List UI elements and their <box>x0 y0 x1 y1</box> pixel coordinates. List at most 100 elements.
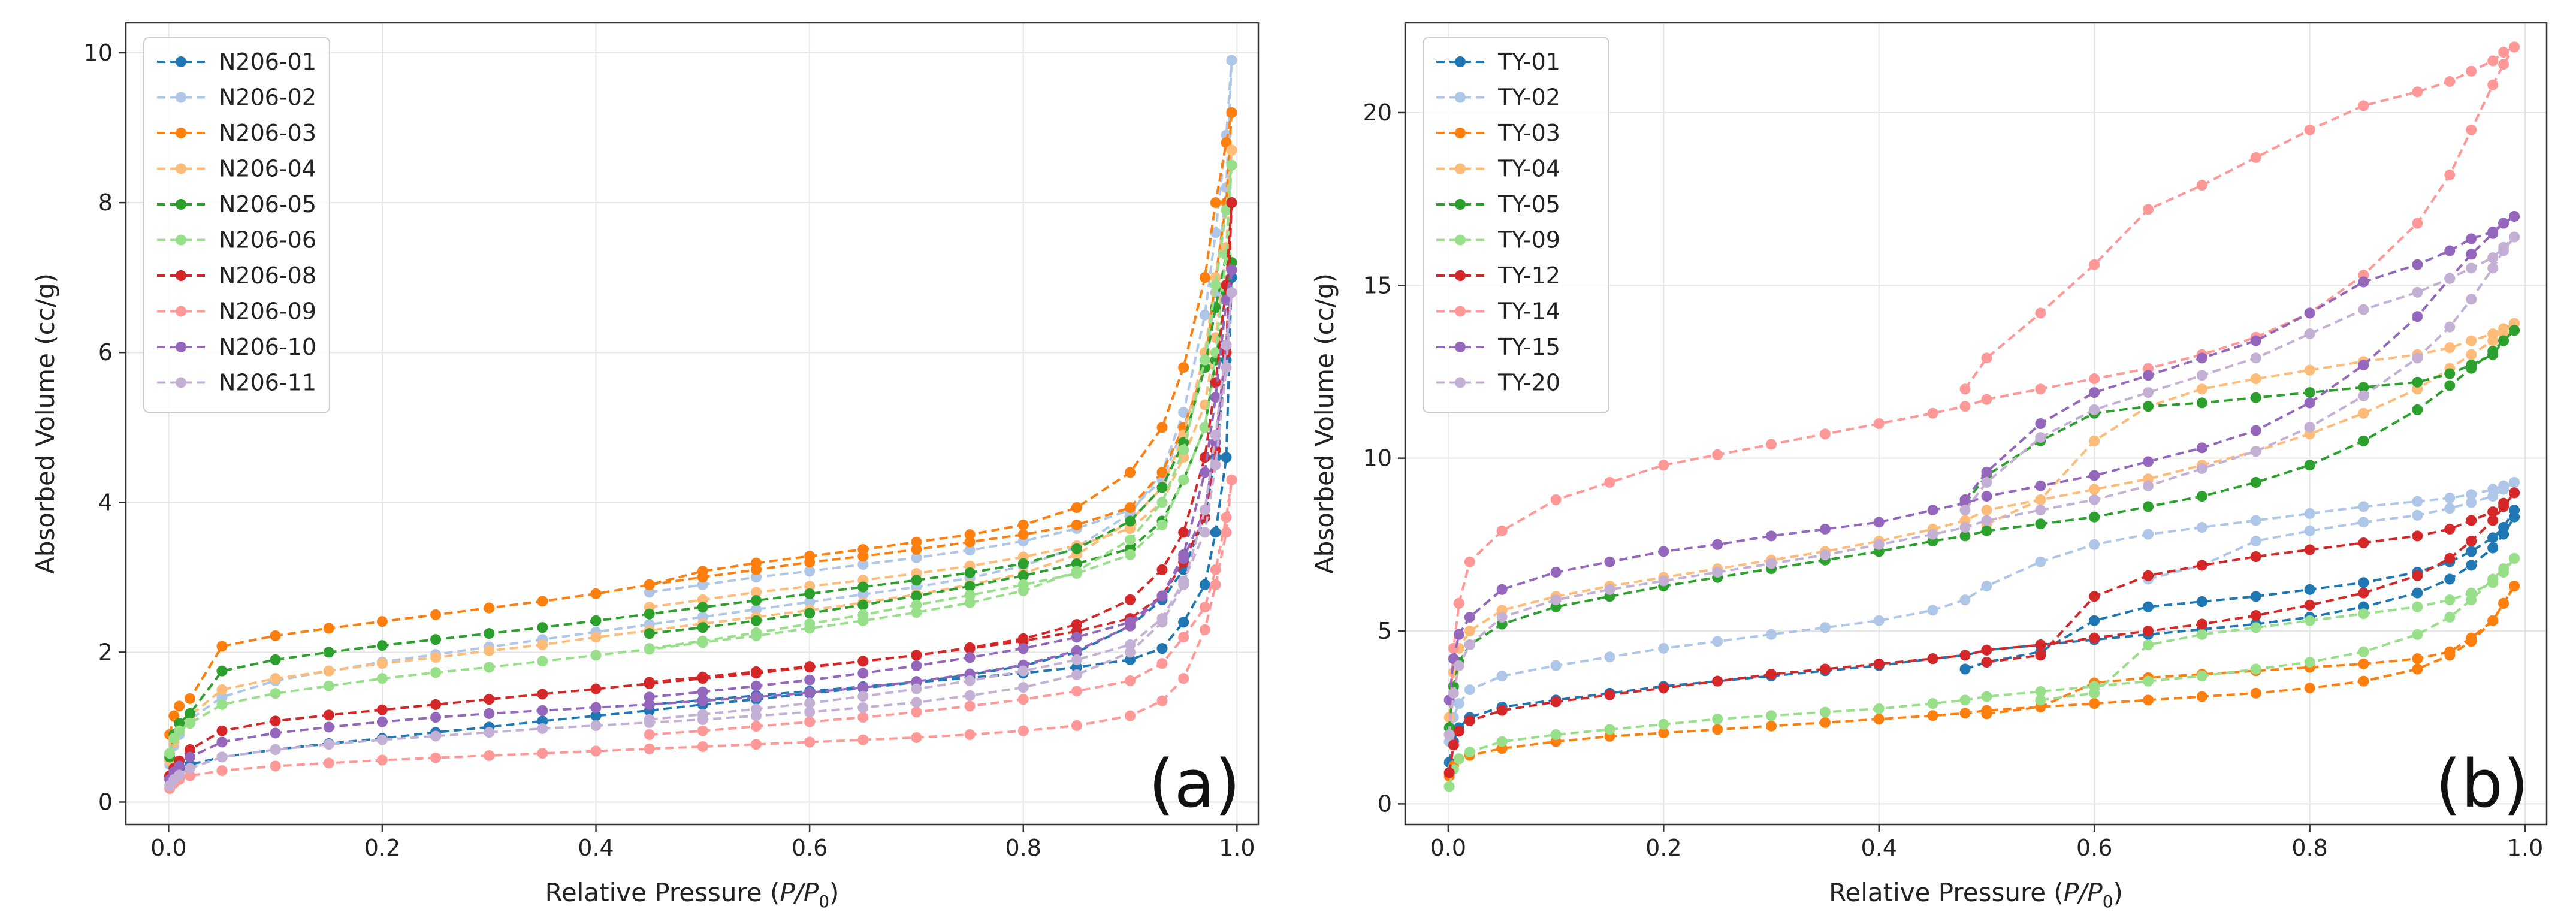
chart-1-point-N206-05-ads-20 <box>1071 543 1082 554</box>
chart-2-point-TY-02-des-8 <box>2487 491 2499 502</box>
chart-1-point-N206-11-des-7 <box>1017 665 1029 677</box>
chart-1-point-N206-03-ads-25 <box>1210 197 1221 209</box>
chart-1-point-N206-08-des-5 <box>911 650 922 661</box>
chart-1-point-N206-03-ads-11 <box>590 588 602 599</box>
chart-2-legend-label-TY-02: TY-02 <box>1497 84 1560 111</box>
chart-2-point-TY-20-ads-10 <box>1819 549 1831 561</box>
chart-2-point-TY-14-des-10 <box>2444 76 2456 87</box>
chart-2-point-TY-03-ads-8 <box>1712 724 1723 735</box>
chart-1-ytick-label-2: 4 <box>98 489 113 515</box>
chart-2-point-TY-04-des-6 <box>2304 364 2315 376</box>
chart-2-point-TY-09-des-4 <box>2250 622 2261 633</box>
chart-2-point-TY-14-des-1 <box>1981 352 1992 364</box>
chart-2-point-TY-09-ads-11 <box>1873 703 1885 714</box>
chart-2-point-TY-14-des-12 <box>2487 55 2499 67</box>
chart-1-point-N206-11-ads-20 <box>1071 669 1082 680</box>
chart-2-legend-marker-TY-05 <box>1455 199 1466 210</box>
chart-2-point-TY-01-des-6 <box>2250 591 2261 602</box>
chart-2-point-TY-20-ads-18 <box>2196 463 2207 474</box>
chart-2-point-TY-02-ads-4 <box>1496 671 1508 682</box>
chart-2-point-TY-20-ads-21 <box>2358 390 2369 401</box>
chart-1-point-N206-03-des-8 <box>1071 519 1082 530</box>
chart-2-xlabel: Relative Pressure (P/P0) <box>1829 878 2123 911</box>
chart-2-point-TY-09-ads-17 <box>2143 675 2154 687</box>
chart-2-point-TY-14-ads-22 <box>2412 218 2423 229</box>
chart-2-point-TY-15-ads-5 <box>1550 566 1562 578</box>
chart-2-point-TY-20-ads-25 <box>2487 262 2499 274</box>
chart-2-point-TY-04-des-9 <box>2444 342 2456 354</box>
chart-2-point-TY-03-ads-16 <box>2089 698 2100 709</box>
chart-2-point-TY-15-des-11 <box>2466 233 2477 244</box>
chart-1-point-N206-03-ads-9 <box>484 602 495 614</box>
chart-2-point-TY-09-ads-8 <box>1712 714 1723 725</box>
chart-1-point-N206-11-des-4 <box>857 691 869 702</box>
chart-2-xtick-label-4: 0.8 <box>2291 835 2327 861</box>
chart-2-point-TY-02-ads-19 <box>2250 515 2261 526</box>
chart-2-point-TY-15-des-9 <box>2412 259 2423 270</box>
chart-2-point-TY-15-ads-2 <box>1453 629 1464 640</box>
chart-1-point-N206-09-des-7 <box>1017 694 1029 705</box>
chart-2-point-TY-20-ads-2 <box>1453 660 1464 671</box>
chart-2-point-TY-12-des-11 <box>2487 506 2499 518</box>
chart-1-point-N206-10-des-2 <box>750 680 762 691</box>
chart-2-point-TY-12-ads-8 <box>1712 675 1723 687</box>
chart-1-point-N206-11-ads-2 <box>174 769 185 781</box>
chart-1-point-N206-05-des-8 <box>1071 558 1082 569</box>
chart-2-point-TY-14-ads-9 <box>1766 439 1777 450</box>
chart-1-point-N206-02-ads-24 <box>1199 309 1210 321</box>
chart-1-point-N206-06-des-4 <box>857 609 869 620</box>
chart-2-point-TY-02-des-6 <box>2444 503 2456 514</box>
chart-1-point-N206-04-ads-4 <box>216 684 228 695</box>
chart-1-point-N206-08-ads-7 <box>376 704 388 715</box>
chart-1-point-N206-10-des-0 <box>644 691 655 703</box>
chart-1-point-N206-03-des-9 <box>1125 502 1136 514</box>
chart-2-point-TY-05-ads-16 <box>2089 511 2100 523</box>
chart-2-ytick-label-1: 5 <box>1378 618 1392 644</box>
chart-2-point-TY-02-ads-14 <box>1981 581 1992 592</box>
chart-2-point-TY-12-des-10 <box>2466 515 2477 526</box>
chart-2-point-TY-09-ads-9 <box>1766 710 1777 721</box>
chart-2-point-TY-05-ads-17 <box>2143 501 2154 512</box>
chart-1-point-N206-01-des-10 <box>1156 643 1168 654</box>
chart-1-point-N206-11-des-10 <box>1156 613 1168 624</box>
chart-2-point-TY-15-ads-14 <box>1981 491 1992 502</box>
chart-2-point-TY-14-des-14 <box>2509 41 2520 53</box>
chart-1-point-N206-04-ads-6 <box>323 665 334 677</box>
chart-2-point-TY-02-ads-9 <box>1766 629 1777 640</box>
chart-1-line-N206-03-adsorption <box>168 112 1233 735</box>
chart-2-line-TY-05-adsorption <box>1448 329 2515 728</box>
chart-2-point-TY-12-des-6 <box>2304 544 2315 555</box>
chart-2-point-TY-02-ads-22 <box>2412 496 2423 507</box>
chart-2-point-TY-12-ads-21 <box>2358 587 2369 599</box>
chart-2-point-TY-15-des-2 <box>2035 418 2046 429</box>
chart-1-point-N206-08-des-15 <box>1226 197 1237 209</box>
chart-2-point-TY-09-ads-5 <box>1550 729 1562 741</box>
chart-1-point-N206-09-des-14 <box>1221 512 1232 523</box>
chart-2-point-TY-05-ads-23 <box>2444 380 2456 391</box>
chart-2-point-TY-20-des-2 <box>2035 432 2046 443</box>
chart-1-point-N206-05-ads-19 <box>1017 558 1029 569</box>
chart-2-point-TY-03-des-9 <box>2444 646 2456 657</box>
chart-1-point-N206-08-ads-22 <box>1156 564 1168 575</box>
chart-2-point-TY-05-des-4 <box>2143 401 2154 412</box>
chart-2-xtick-label-2: 0.4 <box>1861 835 1897 861</box>
chart-1-point-N206-09-ads-6 <box>323 757 334 769</box>
chart-2-point-TY-03-des-12 <box>2498 597 2509 609</box>
chart-2-point-TY-20-ads-20 <box>2304 421 2315 433</box>
chart-2-point-TY-20-ads-5 <box>1550 594 1562 606</box>
chart-1-point-N206-04-ads-8 <box>430 652 442 663</box>
chart-2-point-TY-02-ads-2 <box>1453 698 1464 709</box>
chart-1-point-N206-09-ads-14 <box>750 739 762 750</box>
chart-2-point-TY-04-ads-3 <box>1464 626 1475 637</box>
chart-1-point-N206-11-ads-26 <box>1221 339 1232 351</box>
chart-1-point-N206-09-ads-18 <box>964 729 976 740</box>
chart-2-point-TY-14-ads-7 <box>1658 460 1669 471</box>
chart-1-point-N206-09-des-0 <box>644 729 655 740</box>
chart-1-point-N206-09-ads-24 <box>1199 624 1210 635</box>
chart-2-point-TY-09-des-7 <box>2412 601 2423 612</box>
chart-1-point-N206-09-ads-11 <box>590 745 602 757</box>
chart-2-point-TY-20-ads-17 <box>2143 480 2154 491</box>
chart-1-point-N206-05-des-1 <box>697 622 708 633</box>
chart-2-point-TY-03-des-7 <box>2358 658 2369 669</box>
chart-2-line-TY-20-adsorption <box>1448 236 2515 735</box>
